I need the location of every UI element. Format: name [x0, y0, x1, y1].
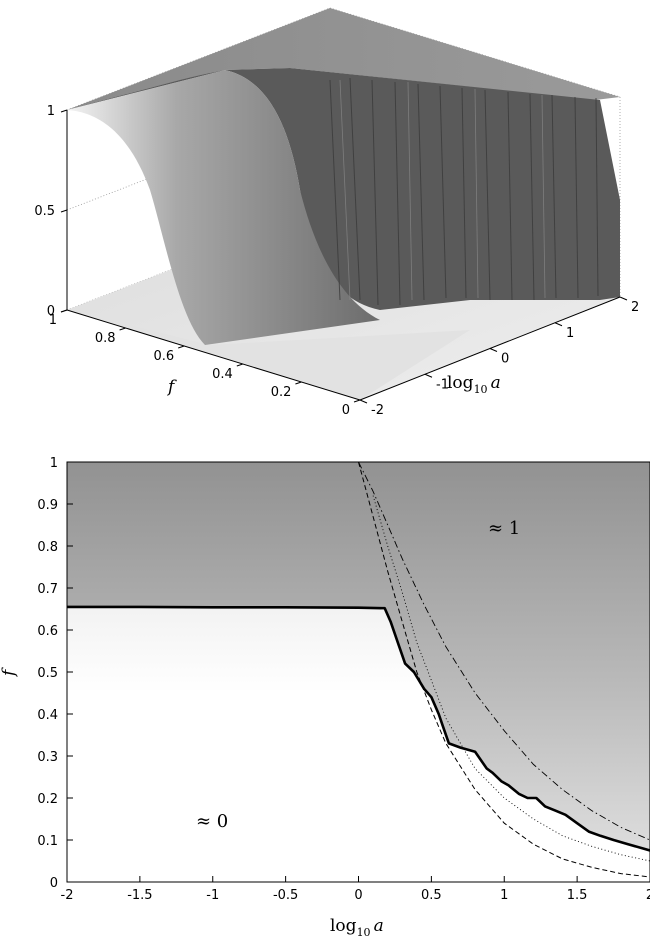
heatmap-dotted-curve	[372, 495, 650, 862]
a-tick-mark	[489, 348, 498, 352]
x-tick-label: 1	[500, 888, 508, 903]
x-tick-label: 2	[646, 888, 650, 903]
heatmap-plot: -2 -1.5 -1 -0.5 0 0.5 1 1.5 2 0 0.1 0.2 0.3 0.4 0.5 0.…	[0, 456, 650, 939]
f-tick-mark	[353, 399, 361, 403]
heatmap-x-label: log10 a	[330, 916, 384, 939]
a-tick-label: -1	[436, 377, 449, 392]
f-tick-label: 0.4	[212, 367, 233, 382]
f-tick-mark	[295, 381, 302, 385]
surface-transition-sheet	[67, 68, 620, 310]
heatmap-y-label: f	[0, 667, 19, 678]
y-tick-label: 0	[50, 876, 58, 891]
x-tick-label: -1	[206, 888, 219, 903]
y-tick-label: 0.9	[37, 498, 58, 513]
heatmap-high-region	[67, 462, 650, 851]
z-tick-mark	[60, 209, 68, 213]
x-tick-label: 0	[354, 888, 362, 903]
y-tick-label: 0.5	[37, 666, 58, 681]
x-tick-label: -2	[61, 888, 74, 903]
x-tick-label: -1.5	[127, 888, 152, 903]
y-tick-label: 0.1	[37, 834, 58, 849]
surface-plateau	[67, 8, 620, 110]
f-tick-label: 0	[342, 403, 350, 418]
surface-a-label: log10 a	[447, 373, 501, 396]
y-tick-label: 0.6	[37, 624, 58, 639]
x-tick-label: -0.5	[273, 888, 298, 903]
f-tick-mark	[119, 327, 126, 331]
a-tick-label: 1	[566, 326, 574, 341]
f-tick-mark	[236, 363, 243, 367]
f-tick-mark	[178, 345, 185, 349]
y-tick-label: 0.8	[37, 540, 58, 555]
f-tick-label: 0.8	[95, 331, 116, 346]
surface-ridges	[329, 77, 599, 306]
a-tick-mark	[359, 399, 368, 404]
surface-front-face	[67, 70, 380, 345]
y-tick-label: 0.3	[37, 750, 58, 765]
a-tick-label: 2	[631, 300, 639, 315]
f-tick-mark	[60, 309, 68, 313]
region-label-high: ≈ 1	[488, 518, 520, 539]
x-tick-label: 0.5	[421, 888, 442, 903]
a-tick-mark	[554, 322, 563, 327]
y-tick-label: 0.2	[37, 792, 58, 807]
surface-f-label: f	[166, 377, 177, 397]
z-tick-label: 0	[47, 304, 55, 319]
y-tick-label: 0.7	[37, 582, 58, 597]
z-tick-label: 1	[47, 104, 55, 119]
a-tick-label: -2	[371, 403, 384, 418]
region-label-low: ≈ 0	[196, 811, 228, 832]
a-tick-mark	[619, 296, 628, 301]
f-tick-label: 0.6	[154, 349, 175, 364]
heatmap-boundary-line	[67, 605, 650, 852]
y-tick-label: 1	[50, 456, 58, 471]
x-tick-label: 1.5	[567, 888, 588, 903]
f-tick-label: 1	[49, 313, 57, 328]
z-tick-label: 0.5	[34, 204, 55, 219]
y-tick-label: 0.4	[37, 708, 58, 723]
a-tick-label: 0	[501, 352, 509, 367]
surface-low-region	[67, 310, 470, 400]
z-tick-mark	[60, 109, 68, 113]
heatmap-dashed-curve	[358, 462, 650, 878]
a-tick-mark	[424, 373, 433, 378]
heatmap-dash-dot-curve	[358, 462, 650, 841]
f-tick-label: 0.2	[271, 385, 292, 400]
